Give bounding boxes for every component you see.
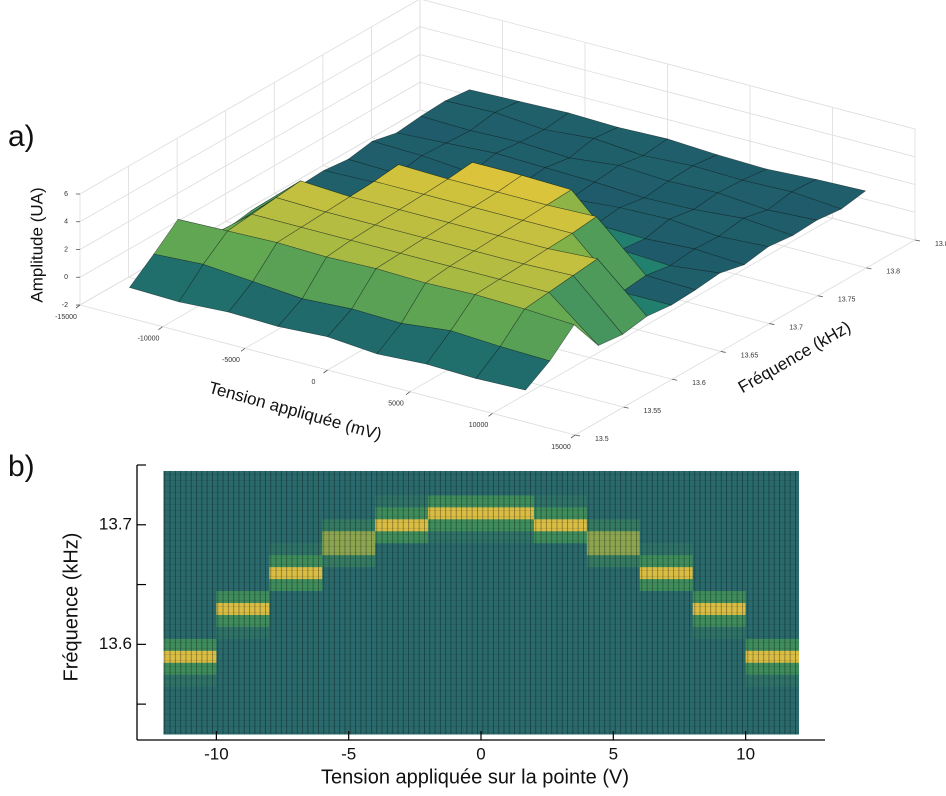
y-tick-label: 13.7 (789, 324, 803, 331)
x-tick-label: 10000 (469, 422, 489, 429)
x-tick-label: 10 (736, 744, 755, 763)
mesh-overlay (163, 470, 799, 735)
z-axis-label: Amplitude (UA) (27, 187, 46, 302)
grid-line (419, 54, 916, 185)
y-tick-label: 13.5 (595, 436, 609, 443)
y-tick (720, 351, 726, 353)
y-tick-label: 13.75 (838, 297, 856, 304)
z-tick-label: -2 (62, 302, 68, 309)
y-tick-label: 13.85 (935, 241, 946, 248)
x-tick (570, 434, 576, 439)
panel-label: b) (8, 450, 35, 483)
grid-line (79, 109, 421, 306)
x-tick-label: -10000 (138, 336, 160, 343)
x-tick (240, 348, 246, 352)
y-tick (769, 323, 775, 325)
x-tick (488, 413, 493, 417)
y-tick-label: 13.8 (886, 269, 900, 276)
x-tick (158, 326, 163, 330)
grid-line (574, 239, 916, 436)
z-tick-label: 6 (64, 191, 68, 198)
y-tick-label: 13.6 (99, 634, 132, 653)
z-tick-label: 4 (64, 219, 68, 226)
x-tick-label: -5000 (222, 357, 240, 364)
y-tick (623, 406, 629, 409)
x-tick (323, 369, 328, 374)
y-tick (817, 295, 823, 298)
grid-line (79, 54, 421, 250)
y-tick (866, 267, 872, 270)
x-tick-label: 5000 (388, 401, 404, 408)
grid-line (422, 0, 916, 130)
x-tick-label: -5 (341, 744, 356, 763)
x-tick-label: 5 (609, 744, 618, 763)
grid-line (492, 217, 833, 414)
y-tick-label: 13.55 (644, 408, 662, 415)
grid-line (79, 26, 421, 223)
x-tick (75, 304, 81, 309)
y-tick (672, 378, 678, 381)
y-tick-label: 13.7 (99, 514, 132, 533)
x-tick-label: 0 (312, 379, 316, 386)
grid-line (79, 0, 420, 195)
x-tick-label: 0 (476, 744, 485, 763)
x-tick-label: 15000 (551, 444, 571, 451)
grid-line (419, 26, 916, 158)
y-tick (914, 239, 921, 242)
x-tick-label: -10 (204, 744, 229, 763)
x-tick (405, 391, 411, 395)
x-axis-label: Tension appliquée sur la pointe (V) (321, 766, 629, 788)
z-tick-label: 0 (64, 274, 68, 281)
panel-label: a) (8, 120, 35, 153)
surface-chart: -15000 -10000 -5000 0 5000 10000 15000 13.5 13.5… (8, 0, 946, 451)
heatmap-chart: -10 -5 0 5 10 13.6 13.7 b) Tension appliquée sur… (8, 450, 825, 788)
y-tick (574, 434, 581, 437)
z-tick-label: 2 (64, 246, 68, 253)
grid-line (79, 81, 421, 278)
x-tick-label: -15000 (55, 314, 77, 321)
y-tick-label: 13.65 (741, 352, 759, 359)
x-axis-label: Tension appliquée (mV) (207, 378, 384, 444)
surface-patch (475, 346, 551, 391)
y-axis-label: Fréquence (kHz) (60, 533, 82, 682)
y-tick-label: 13.6 (692, 380, 706, 387)
